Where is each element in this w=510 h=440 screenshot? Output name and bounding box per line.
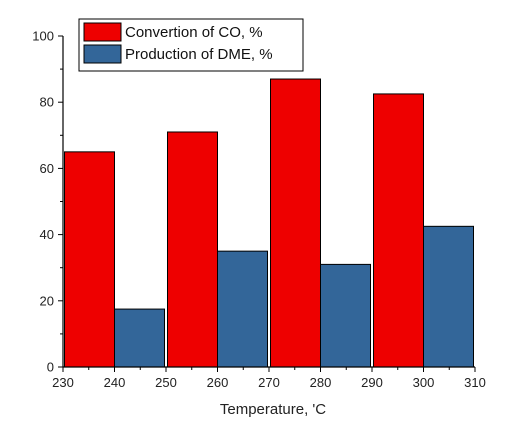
bar-series1-260 [167, 131, 218, 368]
legend-swatch-1 [83, 22, 122, 42]
y-tick-label: 100 [32, 29, 54, 44]
x-tick-label: 280 [310, 375, 332, 390]
bar-series2-240 [114, 308, 165, 368]
y-tick-label: 0 [47, 360, 54, 375]
axes-group: 0 20 40 60 80 100 230 240 250 260 270 280 290 300 310 [32, 29, 486, 391]
y-tick-label: 80 [40, 95, 54, 110]
y-tick-label: 60 [40, 161, 54, 176]
legend-swatch-2 [83, 44, 122, 64]
x-tick-label: 230 [52, 375, 74, 390]
legend-label-2: Production of DME, % [125, 46, 273, 63]
x-tick-label: 260 [207, 375, 229, 390]
y-tick-label: 40 [40, 227, 54, 242]
y-tick-label: 20 [40, 293, 54, 308]
bars-group [64, 78, 474, 368]
x-axis-title: Temperature, 'C [220, 401, 326, 418]
x-tick-label: 240 [104, 375, 126, 390]
x-tick-label: 250 [155, 375, 177, 390]
x-tick-label: 270 [258, 375, 280, 390]
legend-label-1: Convertion of CO, % [125, 24, 263, 41]
x-tick-label: 300 [413, 375, 435, 390]
legend: Convertion of CO, % Production of DME, % [78, 18, 304, 72]
bar-series1-240 [64, 151, 115, 368]
x-tick-label: 290 [361, 375, 383, 390]
bar-series1-300 [373, 93, 424, 368]
bar-series2-280 [320, 263, 371, 368]
bar-series2-300 [423, 225, 474, 368]
bar-series1-280 [270, 78, 321, 368]
bar-series2-260 [217, 250, 268, 368]
x-tick-label: 310 [464, 375, 486, 390]
